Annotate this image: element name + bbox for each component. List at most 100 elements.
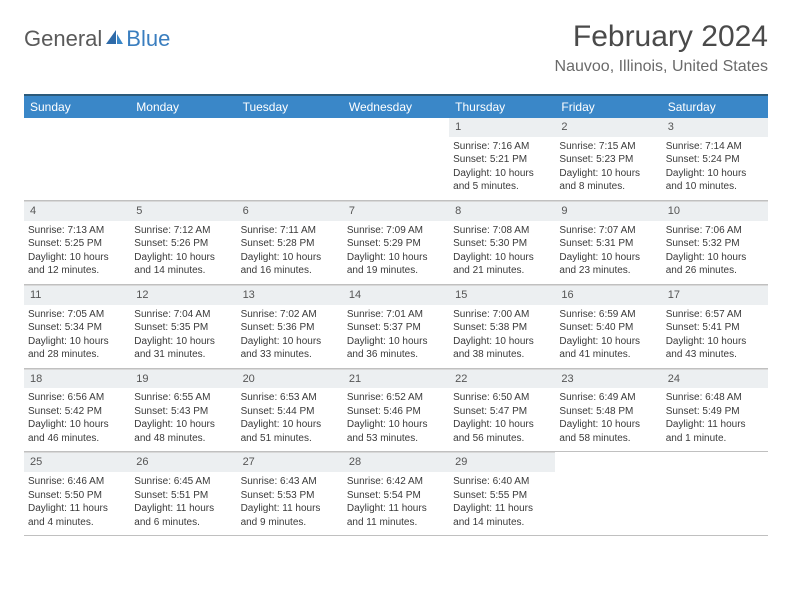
- sunset-text: Sunset: 5:21 PM: [453, 153, 551, 167]
- day-cell: [555, 452, 661, 535]
- sunrise-text: Sunrise: 7:13 AM: [28, 224, 126, 238]
- sunset-text: Sunset: 5:46 PM: [347, 405, 445, 419]
- daylight2-text: and 19 minutes.: [347, 264, 445, 278]
- title-block: February 2024 Nauvoo, Illinois, United S…: [555, 20, 768, 76]
- sunset-text: Sunset: 5:34 PM: [28, 321, 126, 335]
- day-number: 21: [343, 369, 449, 389]
- day-number: 17: [662, 285, 768, 305]
- daylight2-text: and 36 minutes.: [347, 348, 445, 362]
- day-header: Tuesday: [237, 96, 343, 118]
- daylight2-text: and 41 minutes.: [559, 348, 657, 362]
- daylight1-text: Daylight: 10 hours: [241, 418, 339, 432]
- sunset-text: Sunset: 5:49 PM: [666, 405, 764, 419]
- sunrise-text: Sunrise: 6:50 AM: [453, 391, 551, 405]
- daylight1-text: Daylight: 10 hours: [666, 251, 764, 265]
- sunset-text: Sunset: 5:55 PM: [453, 489, 551, 503]
- sunrise-text: Sunrise: 6:59 AM: [559, 308, 657, 322]
- daylight1-text: Daylight: 10 hours: [666, 335, 764, 349]
- daylight2-text: and 43 minutes.: [666, 348, 764, 362]
- sunset-text: Sunset: 5:40 PM: [559, 321, 657, 335]
- day-cell: [130, 118, 236, 200]
- daylight2-text: and 23 minutes.: [559, 264, 657, 278]
- sunrise-text: Sunrise: 7:16 AM: [453, 140, 551, 154]
- sunrise-text: Sunrise: 7:01 AM: [347, 308, 445, 322]
- week-row: 4Sunrise: 7:13 AMSunset: 5:25 PMDaylight…: [24, 201, 768, 285]
- daylight1-text: Daylight: 10 hours: [347, 251, 445, 265]
- daylight1-text: Daylight: 11 hours: [453, 502, 551, 516]
- daylight2-text: and 4 minutes.: [28, 516, 126, 530]
- daylight1-text: Daylight: 11 hours: [134, 502, 232, 516]
- sunset-text: Sunset: 5:38 PM: [453, 321, 551, 335]
- sunset-text: Sunset: 5:44 PM: [241, 405, 339, 419]
- daylight1-text: Daylight: 10 hours: [134, 418, 232, 432]
- sunrise-text: Sunrise: 6:49 AM: [559, 391, 657, 405]
- sunrise-text: Sunrise: 6:52 AM: [347, 391, 445, 405]
- location: Nauvoo, Illinois, United States: [555, 58, 768, 76]
- sunrise-text: Sunrise: 7:12 AM: [134, 224, 232, 238]
- day-number: 4: [24, 201, 130, 221]
- daylight1-text: Daylight: 10 hours: [453, 251, 551, 265]
- day-cell: 1Sunrise: 7:16 AMSunset: 5:21 PMDaylight…: [449, 118, 555, 200]
- daylight1-text: Daylight: 10 hours: [559, 335, 657, 349]
- daylight2-text: and 28 minutes.: [28, 348, 126, 362]
- daylight2-text: and 5 minutes.: [453, 180, 551, 194]
- day-cell: 26Sunrise: 6:45 AMSunset: 5:51 PMDayligh…: [130, 452, 236, 535]
- daylight1-text: Daylight: 10 hours: [134, 251, 232, 265]
- day-cell: 19Sunrise: 6:55 AMSunset: 5:43 PMDayligh…: [130, 369, 236, 452]
- daylight2-text: and 16 minutes.: [241, 264, 339, 278]
- sunset-text: Sunset: 5:50 PM: [28, 489, 126, 503]
- header: General Blue February 2024 Nauvoo, Illin…: [24, 20, 768, 76]
- daylight1-text: Daylight: 10 hours: [453, 418, 551, 432]
- day-cell: 23Sunrise: 6:49 AMSunset: 5:48 PMDayligh…: [555, 369, 661, 452]
- day-cell: 28Sunrise: 6:42 AMSunset: 5:54 PMDayligh…: [343, 452, 449, 535]
- daylight2-text: and 33 minutes.: [241, 348, 339, 362]
- daylight1-text: Daylight: 10 hours: [28, 335, 126, 349]
- day-number: 16: [555, 285, 661, 305]
- day-cell: 10Sunrise: 7:06 AMSunset: 5:32 PMDayligh…: [662, 201, 768, 284]
- daylight2-text: and 14 minutes.: [134, 264, 232, 278]
- day-header: Sunday: [24, 96, 130, 118]
- sunrise-text: Sunrise: 7:02 AM: [241, 308, 339, 322]
- day-cell: [343, 118, 449, 200]
- daylight1-text: Daylight: 10 hours: [666, 167, 764, 181]
- daylight2-text: and 56 minutes.: [453, 432, 551, 446]
- logo-sail-icon: [104, 26, 124, 52]
- day-header: Saturday: [662, 96, 768, 118]
- daylight1-text: Daylight: 10 hours: [28, 251, 126, 265]
- sunset-text: Sunset: 5:25 PM: [28, 237, 126, 251]
- sunset-text: Sunset: 5:53 PM: [241, 489, 339, 503]
- daylight1-text: Daylight: 10 hours: [453, 335, 551, 349]
- day-number: 29: [449, 452, 555, 472]
- sunrise-text: Sunrise: 6:53 AM: [241, 391, 339, 405]
- sunset-text: Sunset: 5:41 PM: [666, 321, 764, 335]
- sunset-text: Sunset: 5:26 PM: [134, 237, 232, 251]
- daylight1-text: Daylight: 10 hours: [28, 418, 126, 432]
- day-number: 20: [237, 369, 343, 389]
- daylight2-text: and 26 minutes.: [666, 264, 764, 278]
- daylight1-text: Daylight: 10 hours: [559, 251, 657, 265]
- daylight1-text: Daylight: 11 hours: [347, 502, 445, 516]
- daylight1-text: Daylight: 10 hours: [559, 418, 657, 432]
- day-number: 5: [130, 201, 236, 221]
- sunrise-text: Sunrise: 6:48 AM: [666, 391, 764, 405]
- sunset-text: Sunset: 5:48 PM: [559, 405, 657, 419]
- sunset-text: Sunset: 5:36 PM: [241, 321, 339, 335]
- sunrise-text: Sunrise: 6:42 AM: [347, 475, 445, 489]
- sunset-text: Sunset: 5:51 PM: [134, 489, 232, 503]
- sunrise-text: Sunrise: 7:06 AM: [666, 224, 764, 238]
- week-row: 1Sunrise: 7:16 AMSunset: 5:21 PMDaylight…: [24, 118, 768, 201]
- day-cell: 15Sunrise: 7:00 AMSunset: 5:38 PMDayligh…: [449, 285, 555, 368]
- day-cell: 14Sunrise: 7:01 AMSunset: 5:37 PMDayligh…: [343, 285, 449, 368]
- daylight2-text: and 12 minutes.: [28, 264, 126, 278]
- day-number: 14: [343, 285, 449, 305]
- day-cell: 25Sunrise: 6:46 AMSunset: 5:50 PMDayligh…: [24, 452, 130, 535]
- daylight2-text: and 48 minutes.: [134, 432, 232, 446]
- daylight2-text: and 6 minutes.: [134, 516, 232, 530]
- day-cell: 8Sunrise: 7:08 AMSunset: 5:30 PMDaylight…: [449, 201, 555, 284]
- week-row: 25Sunrise: 6:46 AMSunset: 5:50 PMDayligh…: [24, 452, 768, 536]
- day-number: 22: [449, 369, 555, 389]
- day-number: 13: [237, 285, 343, 305]
- sunrise-text: Sunrise: 7:00 AM: [453, 308, 551, 322]
- day-number: 28: [343, 452, 449, 472]
- day-header: Friday: [555, 96, 661, 118]
